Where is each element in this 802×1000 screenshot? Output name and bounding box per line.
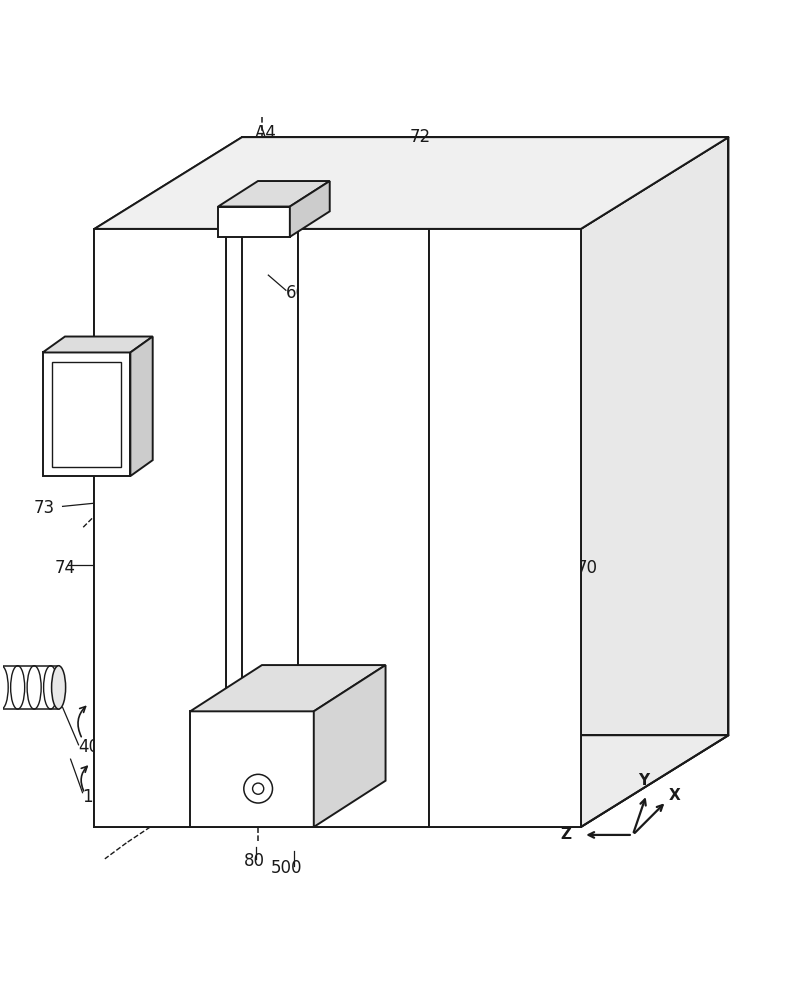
- Text: 600: 600: [286, 284, 317, 302]
- Polygon shape: [429, 229, 580, 827]
- Text: A4: A4: [255, 124, 277, 142]
- Polygon shape: [95, 137, 727, 229]
- Text: X: X: [667, 788, 679, 803]
- Polygon shape: [190, 711, 314, 827]
- Text: 73: 73: [34, 499, 55, 517]
- Text: 301: 301: [51, 347, 83, 365]
- Polygon shape: [580, 137, 727, 827]
- Text: Z: Z: [560, 827, 571, 842]
- Text: 70: 70: [576, 559, 597, 577]
- Text: A5: A5: [425, 483, 447, 501]
- Ellipse shape: [51, 666, 66, 709]
- Polygon shape: [130, 337, 152, 476]
- Text: 71: 71: [194, 798, 215, 816]
- Polygon shape: [298, 229, 429, 827]
- Text: 400: 400: [79, 738, 110, 756]
- Polygon shape: [95, 229, 226, 827]
- Text: A1: A1: [393, 674, 415, 692]
- Polygon shape: [373, 137, 445, 735]
- Polygon shape: [43, 352, 130, 476]
- Polygon shape: [52, 362, 120, 467]
- Polygon shape: [190, 665, 385, 711]
- Polygon shape: [218, 181, 330, 207]
- Polygon shape: [314, 665, 385, 827]
- Polygon shape: [290, 181, 330, 237]
- Text: 300: 300: [51, 427, 82, 445]
- Polygon shape: [218, 207, 290, 237]
- Text: 72: 72: [409, 128, 430, 146]
- Text: 500: 500: [270, 859, 302, 877]
- Text: 1: 1: [83, 788, 93, 806]
- Polygon shape: [43, 337, 152, 352]
- Text: Y: Y: [638, 773, 648, 788]
- Polygon shape: [95, 735, 727, 827]
- Text: 74: 74: [55, 559, 75, 577]
- Text: 80: 80: [243, 852, 264, 870]
